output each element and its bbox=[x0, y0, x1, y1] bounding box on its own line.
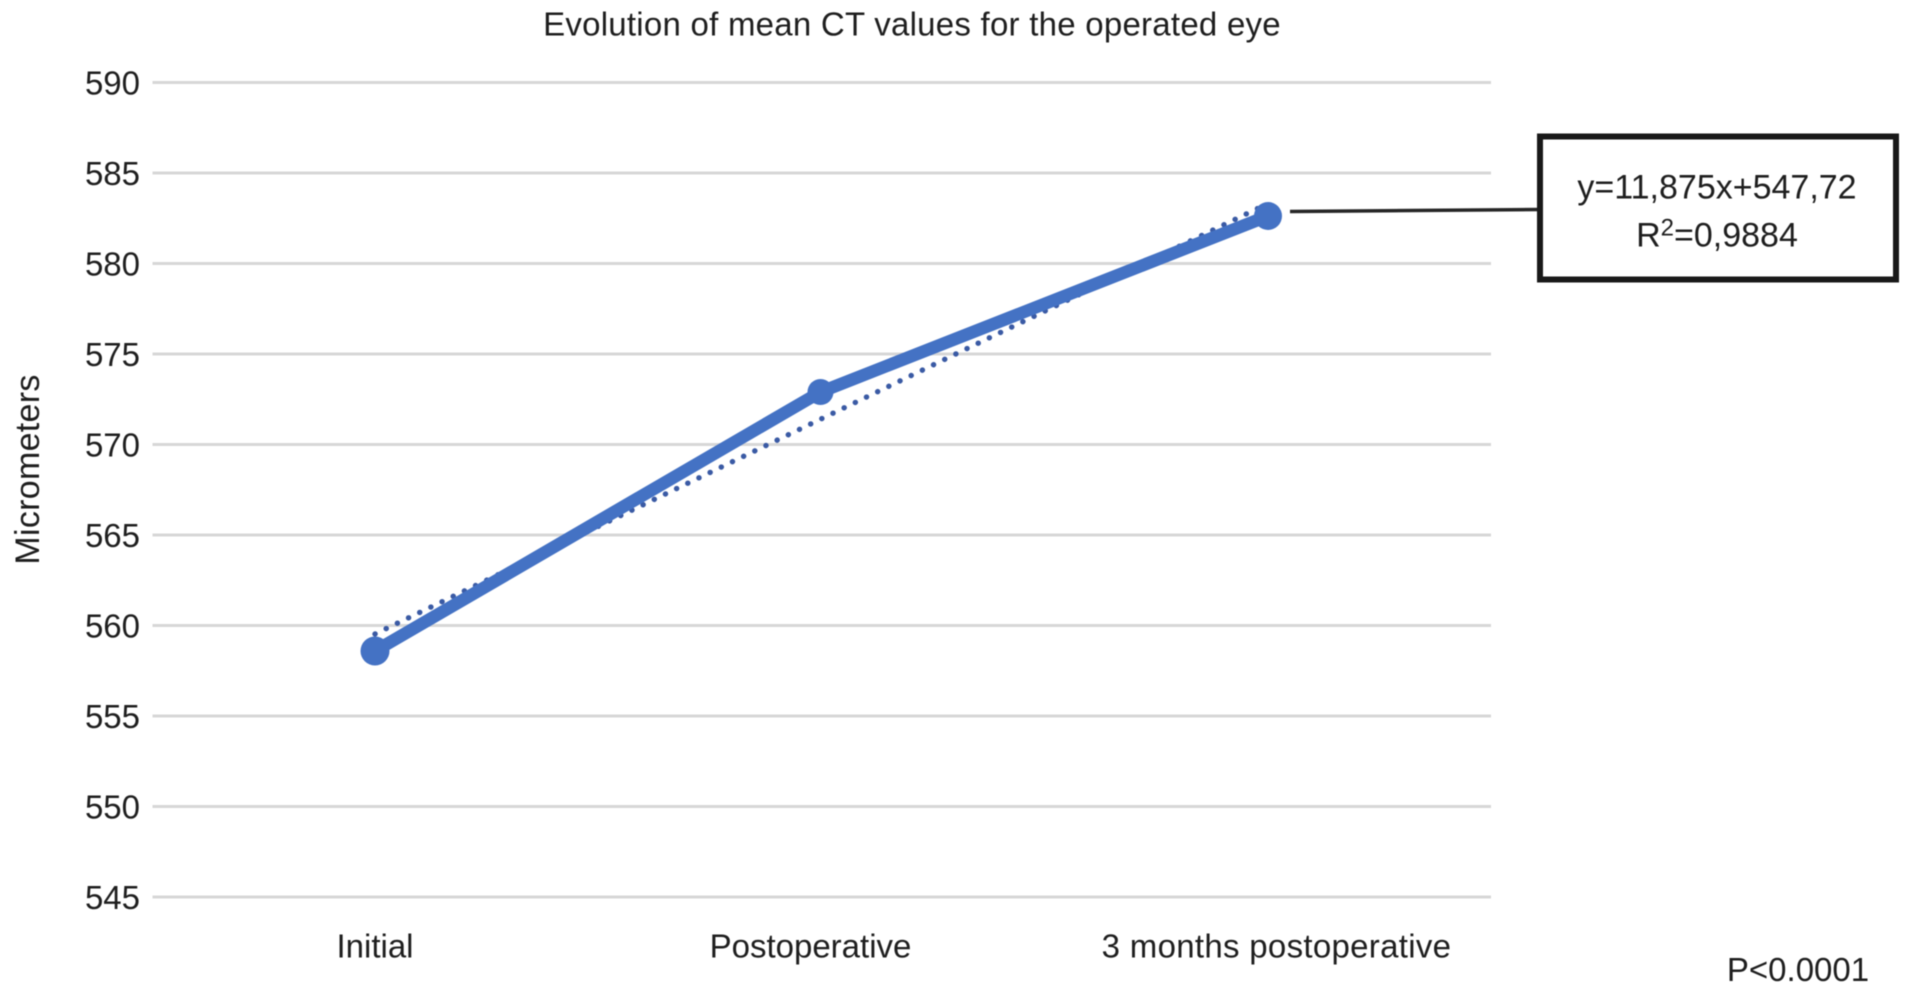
svg-text:P<0.0001: P<0.0001 bbox=[1727, 951, 1869, 987]
svg-text:545: 545 bbox=[85, 879, 140, 916]
svg-text:3 months postoperative: 3 months postoperative bbox=[1102, 928, 1452, 965]
svg-text:Initial: Initial bbox=[336, 928, 413, 965]
svg-text:Postoperative: Postoperative bbox=[710, 928, 912, 965]
svg-text:555: 555 bbox=[85, 698, 140, 735]
svg-text:y=11,875x+547,72: y=11,875x+547,72 bbox=[1577, 169, 1856, 207]
svg-text:570: 570 bbox=[85, 427, 140, 464]
svg-text:R2=0,9884: R2=0,9884 bbox=[1636, 215, 1798, 255]
svg-text:Evolution of mean CT values fo: Evolution of mean CT values for the oper… bbox=[543, 6, 1281, 43]
svg-text:550: 550 bbox=[85, 789, 140, 826]
svg-text:560: 560 bbox=[85, 608, 140, 645]
svg-text:565: 565 bbox=[85, 517, 140, 554]
svg-text:580: 580 bbox=[85, 246, 140, 283]
svg-text:575: 575 bbox=[85, 336, 140, 373]
svg-text:590: 590 bbox=[85, 65, 140, 102]
svg-text:Micrometers: Micrometers bbox=[9, 374, 47, 564]
svg-text:585: 585 bbox=[85, 155, 140, 192]
